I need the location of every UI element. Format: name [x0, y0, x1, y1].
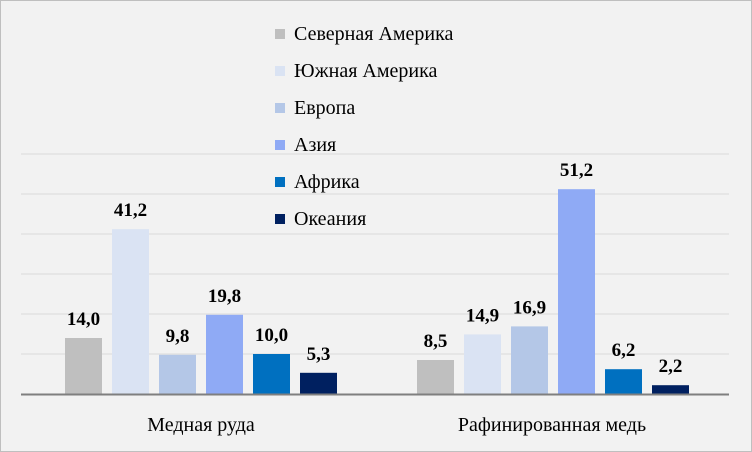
bar — [159, 354, 196, 394]
bar — [511, 326, 548, 394]
legend-swatch — [275, 29, 285, 39]
x-axis: Медная руда Рафинированная медь — [21, 393, 729, 436]
legend-swatch — [275, 66, 285, 76]
data-label: 16,9 — [513, 297, 546, 318]
legend-label: Океания — [294, 208, 366, 230]
bar — [300, 372, 337, 394]
data-label: 5,3 — [307, 344, 331, 365]
legend-item: Южная Америка — [275, 60, 437, 82]
legend-item: Северная Америка — [275, 23, 454, 45]
bars — [65, 189, 689, 394]
legend-item: Океания — [275, 208, 366, 230]
bar — [417, 360, 454, 394]
data-label: 41,2 — [114, 200, 147, 221]
legend-label: Северная Америка — [294, 23, 454, 45]
data-label: 19,8 — [208, 286, 241, 307]
bar — [253, 354, 290, 394]
bar — [605, 369, 642, 394]
bar — [464, 334, 501, 394]
legend-swatch — [275, 140, 285, 150]
data-label: 8,5 — [424, 331, 448, 352]
bar — [65, 338, 102, 394]
bar — [206, 314, 243, 394]
legend-swatch — [275, 214, 285, 224]
category-label: Рафинированная медь — [458, 414, 646, 436]
bar — [652, 385, 689, 394]
legend-label: Азия — [294, 134, 336, 156]
data-label: 14,0 — [67, 309, 100, 330]
data-label: 10,0 — [255, 325, 288, 346]
bar — [558, 189, 595, 394]
legend-item: Европа — [275, 97, 355, 119]
data-label: 51,2 — [560, 160, 593, 181]
data-label: 14,9 — [466, 305, 499, 326]
data-label: 2,2 — [659, 356, 683, 377]
bar — [112, 229, 149, 394]
category-label: Медная руда — [147, 414, 255, 436]
legend-item: Азия — [275, 134, 336, 156]
legend-swatch — [275, 177, 285, 187]
legend-item: Африка — [275, 171, 360, 193]
legend-label: Африка — [294, 171, 360, 193]
data-label: 9,8 — [166, 326, 190, 347]
legend-label: Южная Америка — [294, 60, 437, 82]
data-label: 6,2 — [612, 340, 636, 361]
data-labels: 14,0 41,2 9,8 19,8 10,0 5,3 8,5 14,9 16,9 51,2 6,2… — [67, 160, 683, 377]
legend-swatch — [275, 103, 285, 113]
legend: Северная Америка Южная Америка Европа Азия А… — [275, 23, 454, 230]
legend-label: Европа — [294, 97, 355, 119]
